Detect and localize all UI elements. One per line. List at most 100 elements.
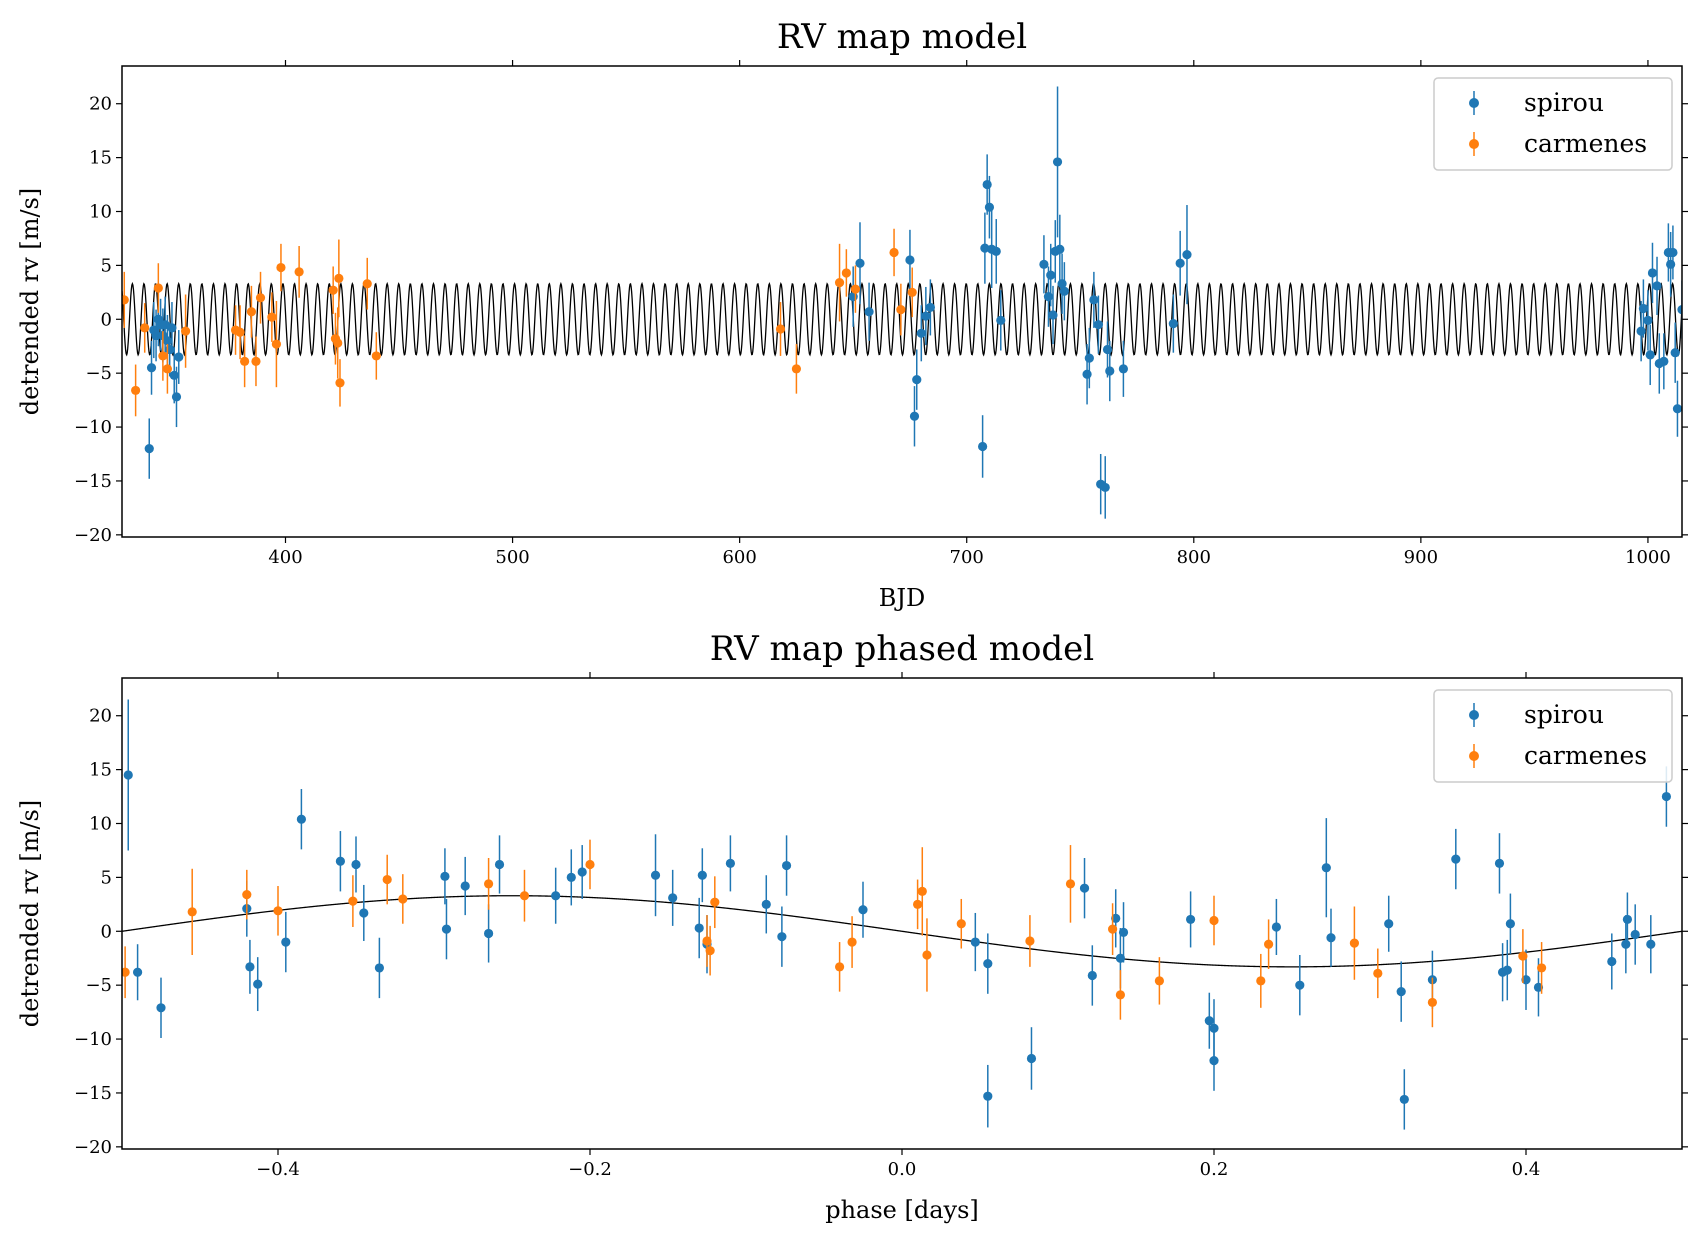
model-curve bbox=[122, 895, 1682, 968]
data-point-carmenes bbox=[1065, 879, 1076, 889]
y-tick-label: −5 bbox=[85, 975, 112, 996]
legend-marker-spirou bbox=[1469, 710, 1479, 720]
data-point-spirou bbox=[697, 870, 707, 880]
data-point-carmenes bbox=[1349, 938, 1359, 948]
legend-marker-carmenes bbox=[1469, 751, 1479, 761]
data-point-carmenes bbox=[240, 356, 250, 366]
data-point-carmenes bbox=[917, 886, 927, 897]
y-tick-label: 10 bbox=[89, 202, 112, 223]
data-point-spirou bbox=[650, 870, 661, 880]
data-point-spirou bbox=[1100, 482, 1110, 493]
data-point-spirou bbox=[761, 899, 771, 909]
data-point-spirou bbox=[1672, 404, 1682, 414]
data-point-carmenes bbox=[585, 859, 595, 870]
y-tick-label: 20 bbox=[89, 94, 112, 115]
data-point-spirou bbox=[916, 328, 926, 338]
y-tick-label: 0 bbox=[101, 309, 112, 330]
legend-marker-spirou bbox=[1469, 98, 1479, 108]
y-tick-label: 5 bbox=[101, 867, 112, 888]
data-point-spirou bbox=[1186, 914, 1196, 925]
data-point-spirou bbox=[1645, 350, 1655, 360]
data-point-spirou bbox=[484, 928, 494, 939]
data-point-spirou bbox=[864, 307, 874, 317]
data-point-carmenes bbox=[710, 897, 720, 907]
data-point-carmenes bbox=[251, 356, 261, 366]
rv-map-phased-model-panel: RV map phased model phase [days] detrended… bbox=[16, 629, 1688, 1224]
data-point-spirou bbox=[169, 370, 179, 380]
data-point-spirou bbox=[777, 932, 787, 942]
data-point-spirou bbox=[982, 179, 992, 190]
data-point-spirou bbox=[374, 963, 384, 973]
data-point-carmenes bbox=[1025, 936, 1035, 946]
legend-marker-carmenes bbox=[1469, 139, 1479, 149]
data-point-spirou bbox=[781, 860, 792, 871]
data-point-carmenes bbox=[1108, 924, 1118, 934]
x-tick-label: 700 bbox=[950, 547, 984, 568]
x-axis-label: BJD bbox=[879, 584, 926, 612]
data-point-carmenes bbox=[158, 351, 168, 361]
data-point-spirou bbox=[912, 375, 922, 385]
data-point-spirou bbox=[855, 258, 865, 268]
data-point-spirou bbox=[1046, 270, 1056, 280]
model-curve bbox=[122, 281, 1682, 357]
x-tick-label: 800 bbox=[1177, 547, 1211, 568]
data-point-carmenes bbox=[362, 279, 372, 289]
data-point-carmenes bbox=[153, 283, 163, 293]
data-point-spirou bbox=[1666, 259, 1676, 269]
x-axis-label: phase [days] bbox=[825, 1196, 979, 1224]
data-point-carmenes bbox=[834, 278, 845, 288]
chart-title: RV map model bbox=[777, 17, 1027, 57]
data-point-spirou bbox=[1182, 250, 1192, 260]
data-point-spirou bbox=[1647, 268, 1658, 278]
data-point-spirou bbox=[1668, 247, 1678, 258]
data-point-spirou bbox=[245, 962, 255, 972]
data-point-carmenes bbox=[242, 890, 252, 900]
data-point-spirou bbox=[359, 908, 369, 918]
data-point-spirou bbox=[162, 336, 173, 346]
data-point-carmenes bbox=[484, 879, 494, 889]
y-axis-label: detrended rv [m/s] bbox=[16, 800, 44, 1027]
data-point-carmenes bbox=[335, 378, 345, 388]
rv-map-model-panel: RV map model BJD detrended rv [m/s] 400 500 6… bbox=[16, 17, 1688, 612]
data-point-carmenes bbox=[140, 323, 150, 333]
data-point-spirou bbox=[1271, 922, 1281, 932]
data-point-carmenes bbox=[187, 907, 197, 917]
data-point-spirou bbox=[1052, 157, 1063, 167]
y-tick-label: −15 bbox=[74, 1083, 112, 1104]
data-point-spirou bbox=[1384, 919, 1394, 929]
data-point-carmenes bbox=[1264, 939, 1274, 949]
y-tick-label: −10 bbox=[74, 417, 112, 438]
data-point-spirou bbox=[921, 311, 931, 321]
legend-label-spirou: spirou bbox=[1524, 700, 1604, 729]
data-point-spirou bbox=[694, 923, 704, 933]
x-tick-label: −0.4 bbox=[256, 1159, 300, 1180]
x-tick-label: −0.2 bbox=[568, 1159, 612, 1180]
data-point-spirou bbox=[1652, 281, 1662, 291]
data-point-carmenes bbox=[847, 937, 857, 947]
data-point-spirou bbox=[1079, 883, 1090, 893]
data-point-carmenes bbox=[913, 899, 923, 909]
data-point-spirou bbox=[996, 315, 1006, 325]
data-point-spirou bbox=[1209, 1023, 1219, 1033]
y-tick-label: 10 bbox=[89, 814, 112, 835]
data-point-carmenes bbox=[131, 385, 141, 396]
data-point-spirou bbox=[1321, 863, 1331, 873]
data-point-carmenes bbox=[328, 285, 338, 295]
data-point-carmenes bbox=[1537, 963, 1547, 973]
legend-label-carmenes: carmenes bbox=[1524, 129, 1647, 158]
y-tick-label: −15 bbox=[74, 471, 112, 492]
series-spirou bbox=[144, 86, 1682, 519]
data-point-carmenes bbox=[398, 894, 408, 904]
data-point-spirou bbox=[1087, 970, 1097, 981]
data-point-spirou bbox=[460, 881, 470, 891]
x-tick-label: 600 bbox=[722, 547, 756, 568]
y-tick-label: 15 bbox=[89, 148, 112, 169]
chart-title: RV map phased model bbox=[710, 629, 1094, 669]
data-point-spirou bbox=[983, 959, 993, 969]
data-point-spirou bbox=[1118, 927, 1129, 937]
data-point-spirou bbox=[980, 243, 990, 253]
series-carmenes bbox=[122, 228, 917, 417]
data-point-carmenes bbox=[235, 327, 245, 337]
x-tick-label: 0.2 bbox=[1200, 1159, 1229, 1180]
data-point-spirou bbox=[1661, 791, 1671, 802]
